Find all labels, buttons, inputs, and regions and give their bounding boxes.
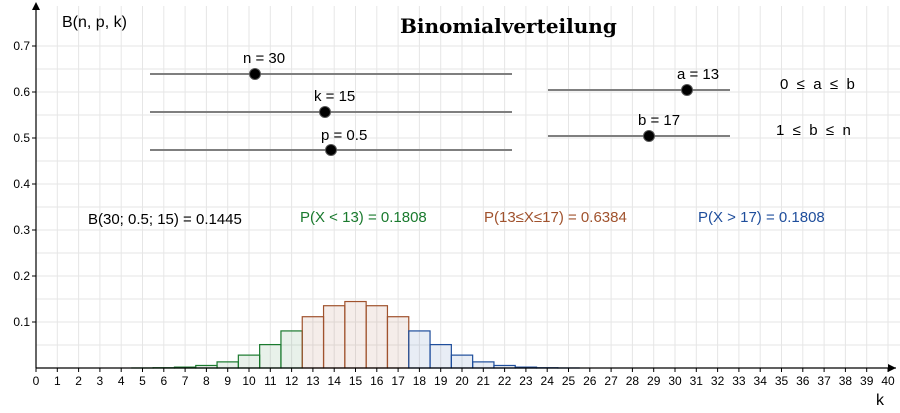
result-point: B(30; 0.5; 15) = 0.1445 (88, 211, 242, 228)
x-tick-label: 2 (75, 374, 82, 388)
x-tick-label: 9 (224, 374, 231, 388)
y-tick-label: 0.7 (13, 39, 30, 53)
x-tick-label: 7 (182, 374, 189, 388)
x-tick-label: 14 (328, 374, 342, 388)
axes (32, 2, 896, 372)
constraint-b: 1 ≤ b ≤ n (776, 122, 851, 139)
bar-k-16 (365, 305, 389, 369)
x-tick-label: 16 (370, 374, 384, 388)
chart-title: Binomialverteilung (400, 14, 617, 38)
x-tick-label: 24 (541, 374, 555, 388)
x-tick-label: 32 (711, 374, 725, 388)
x-tick-label: 39 (860, 374, 874, 388)
bar-k-11 (259, 343, 282, 369)
y-tick-label: 0.3 (13, 223, 30, 237)
x-tick-label: 21 (477, 374, 491, 388)
x-tick-label: 1 (54, 374, 61, 388)
x-tick-label: 29 (647, 374, 661, 388)
slider-b-track[interactable] (548, 135, 730, 137)
x-tick-label: 25 (562, 374, 576, 388)
x-tick-label: 38 (839, 374, 853, 388)
x-tick-label: 33 (732, 374, 746, 388)
y-tick-label: 0.5 (13, 131, 30, 145)
y-tick-label: 0.4 (13, 177, 30, 191)
y-axis-arrow (32, 2, 40, 10)
x-tick-label: 37 (817, 374, 831, 388)
slider-n-knob[interactable] (249, 68, 261, 80)
slider-p-label: p = 0.5 (321, 127, 368, 144)
result-lower: P(X < 13) = 0.1808 (300, 209, 427, 226)
x-tick-label: 10 (242, 374, 256, 388)
x-tick-label: 19 (434, 374, 448, 388)
result-middle: P(13≤X≤17) = 0.6384 (484, 209, 627, 226)
slider-a-track[interactable] (548, 89, 730, 91)
x-tick-label: 40 (881, 374, 895, 388)
y-axis-label: B(n, p, k) (62, 14, 127, 31)
slider-n-track[interactable] (150, 73, 512, 75)
slider-k-track[interactable] (150, 111, 512, 113)
bars (131, 300, 580, 369)
y-tick-label: 0.6 (13, 85, 30, 99)
slider-a-knob[interactable] (681, 84, 693, 96)
bar-k-15 (344, 300, 367, 369)
bar-k-21 (472, 361, 495, 369)
bar-k-20 (450, 354, 474, 369)
x-tick-label: 3 (97, 374, 104, 388)
x-tick-label: 27 (604, 374, 618, 388)
slider-b-knob[interactable] (643, 130, 655, 142)
result-upper: P(X > 17) = 0.1808 (698, 209, 825, 226)
bar-k-10 (237, 354, 261, 369)
slider-a-label: a = 13 (677, 66, 720, 83)
x-tick-label: 35 (775, 374, 789, 388)
x-tick-label: 8 (203, 374, 210, 388)
x-tick-label: 11 (264, 374, 277, 388)
y-tick-label: 0.1 (13, 315, 30, 329)
x-tick-label: 28 (626, 374, 640, 388)
bar-k-19 (429, 343, 452, 369)
x-axis-label: k (876, 392, 884, 409)
x-axis-arrow (888, 364, 896, 372)
x-tick-label: 5 (139, 374, 146, 388)
y-tick-label: 0.2 (13, 269, 30, 283)
grid (35, 6, 900, 368)
x-tick-label: 18 (413, 374, 427, 388)
x-tick-label: 36 (796, 374, 810, 388)
bar-k-14 (322, 305, 346, 369)
slider-b-label: b = 17 (638, 112, 681, 129)
x-tick-label: 15 (349, 374, 363, 388)
x-tick-label: 22 (498, 374, 512, 388)
x-tick-label: 34 (754, 374, 768, 388)
slider-p-knob[interactable] (325, 144, 337, 156)
slider-k-knob[interactable] (319, 106, 331, 118)
constraint-a: 0 ≤ a ≤ b (780, 76, 855, 93)
slider-n-label: n = 30 (243, 50, 286, 67)
x-tick-label: 30 (668, 374, 682, 388)
x-tick-label: 13 (306, 374, 320, 388)
x-tick-label: 4 (118, 374, 125, 388)
bar-k-13 (301, 316, 325, 369)
slider-k-label: k = 15 (314, 88, 356, 105)
bar-k-18 (408, 330, 431, 369)
bar-k-17 (386, 316, 410, 369)
x-tick-label: 23 (519, 374, 533, 388)
x-tick-label: 26 (583, 374, 597, 388)
x-tick-label: 31 (690, 374, 704, 388)
bar-k-12 (280, 330, 303, 369)
tick-labels: 0 1 2 3 4 5 6 7 8 9 10 11 12 13 14 15 16 17 18 19 20 21 22 23 24… (13, 39, 895, 388)
x-tick-label: 20 (455, 374, 469, 388)
x-tick-label: 12 (285, 374, 299, 388)
x-tick-label: 17 (391, 374, 405, 388)
x-tick-label: 6 (160, 374, 167, 388)
x-tick-label: 0 (33, 374, 40, 388)
bar-k-9 (216, 361, 239, 369)
